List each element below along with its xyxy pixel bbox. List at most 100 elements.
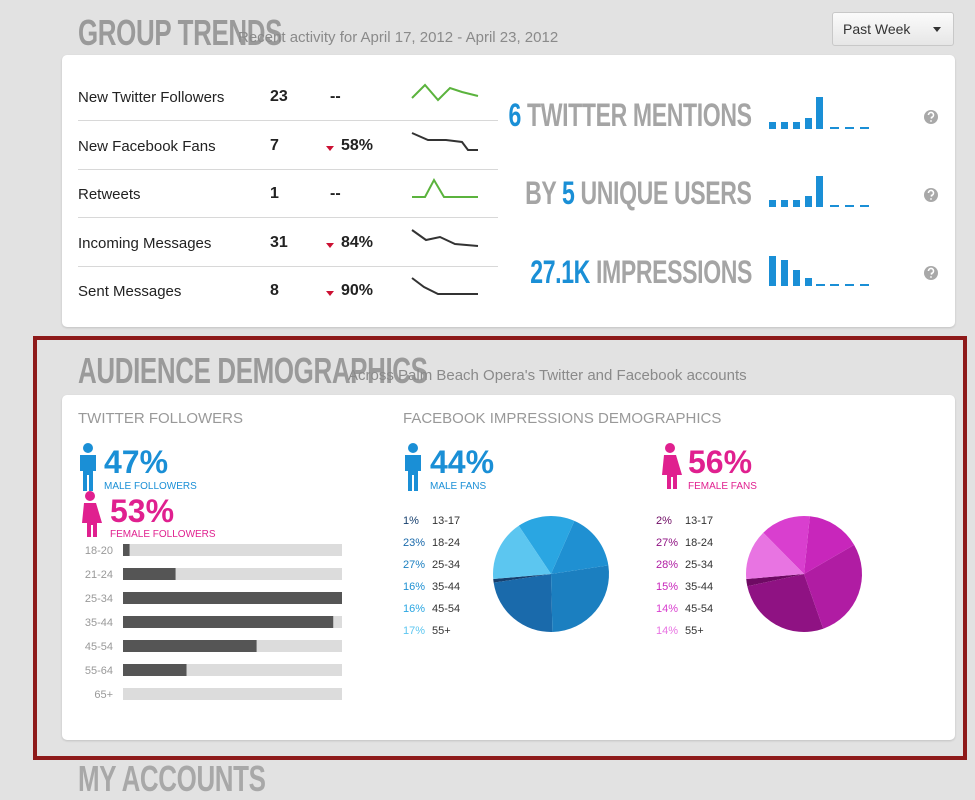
legend-value: 2%: [656, 515, 672, 527]
legend-value: 28%: [656, 559, 679, 571]
page: GROUP TRENDS Recent activity for April 1…: [33, 12, 967, 799]
dropdown-arrow[interactable]: [933, 27, 941, 32]
pie-slice: [804, 516, 855, 574]
share-label: FEMALE FOLLOWERS: [110, 529, 216, 540]
sparkline: [411, 132, 478, 151]
bar-track: [123, 688, 342, 700]
age-label: 25-34: [85, 593, 113, 605]
bar-track: [123, 568, 342, 580]
legend-value: 15%: [656, 581, 679, 593]
panel-heading: TWITTER FOLLOWERS: [78, 410, 243, 427]
legend-label: 13-17: [432, 515, 461, 527]
down-arrow: [326, 242, 334, 248]
row-separator: [78, 168, 498, 170]
metric: 6 TWITTER MENTIONS: [509, 97, 752, 134]
share: 44%: [430, 444, 495, 480]
share: 56%: [688, 444, 753, 480]
pie-slice: [804, 544, 862, 629]
legend-label: 55+: [685, 625, 704, 637]
row-value: 7: [270, 136, 279, 154]
help-icon[interactable]: [924, 110, 938, 124]
age-label: 45-54: [85, 641, 113, 653]
row-value: 31: [270, 233, 288, 251]
mini-bars: [769, 97, 869, 129]
bar: [123, 664, 187, 676]
share-label: FEMALE FANS: [688, 481, 757, 492]
legend-value: 14%: [656, 603, 679, 615]
row-value: 1: [270, 185, 279, 202]
section-subtitle: Recent activity for April 17, 2012 - Apr…: [238, 29, 559, 46]
pie-slice: [518, 515, 575, 574]
bar: [123, 544, 130, 556]
dropdown-label[interactable]: Past Week: [843, 21, 911, 37]
share-label: MALE FANS: [430, 481, 487, 492]
row-change: 84%: [341, 233, 374, 251]
row-change: --: [330, 88, 341, 105]
panel-heading: FACEBOOK IMPRESSIONS DEMOGRAPHICS: [403, 410, 722, 427]
row-value: 8: [270, 282, 279, 299]
legend-label: 25-34: [432, 559, 461, 571]
metric-label: UNIQUE USERS: [580, 175, 752, 211]
bar: [123, 640, 257, 652]
legend-label: 35-44: [432, 581, 461, 593]
legend-label: 25-34: [685, 559, 714, 571]
section-title: GROUP TRENDS: [78, 12, 283, 53]
pie-slice: [493, 525, 551, 580]
row-separator: [78, 120, 498, 121]
sparkline: [412, 177, 478, 198]
pie-slice: [746, 574, 804, 587]
metric: BY 5 UNIQUE USERS: [525, 175, 753, 212]
legend-label: 55+: [432, 625, 451, 637]
down-arrow: [326, 145, 334, 151]
metric-prefix: BY: [525, 175, 557, 211]
row-label: New Facebook Fans: [78, 137, 216, 155]
legend-value: 14%: [656, 625, 679, 637]
pie-slice: [747, 574, 824, 632]
pie-slice: [493, 574, 551, 583]
sparkline: [411, 229, 479, 247]
row-value: 23: [270, 88, 288, 105]
bar: [123, 568, 176, 580]
metric-value: 5: [562, 175, 575, 211]
help-icon[interactable]: [924, 188, 938, 202]
section-subtitle: Across Palm Beach Opera's Twitter and Fa…: [348, 367, 747, 384]
pie-slice: [746, 532, 804, 580]
sparkline: [411, 277, 478, 295]
legend-label: 45-54: [685, 603, 714, 615]
male-icon: [80, 443, 96, 491]
female-icon: [662, 443, 682, 489]
down-arrow: [326, 291, 334, 296]
age-label: 18-20: [85, 545, 113, 557]
row-label: Sent Messages: [78, 283, 182, 300]
metric-value: 6: [508, 97, 522, 133]
sparklines: [411, 83, 938, 295]
metric-label: TWITTER MENTIONS: [527, 97, 752, 133]
age-label: 35-44: [85, 617, 113, 629]
section-title: MY ACCOUNTS: [78, 758, 266, 799]
row-label: Retweets: [78, 186, 141, 203]
legend-value: 23%: [403, 537, 426, 549]
mini-bars: [769, 256, 869, 286]
legend-label: 35-44: [685, 581, 714, 593]
legend-label: 13-17: [685, 515, 714, 527]
row-change: --: [330, 185, 341, 202]
legend-value: 1%: [403, 515, 419, 527]
legend-value: 27%: [403, 559, 426, 571]
row-change: 58%: [341, 136, 374, 154]
metric: 27.1K IMPRESSIONS: [530, 254, 752, 291]
share: 47%: [104, 444, 169, 480]
row-label: Incoming Messages: [78, 234, 212, 252]
legend-value: 27%: [656, 537, 679, 549]
bar: [123, 616, 334, 628]
metric-label: IMPRESSIONS: [595, 254, 752, 290]
bar: [123, 592, 342, 604]
male-icon: [405, 443, 421, 491]
legend-label: 18-24: [432, 537, 461, 549]
legend-value: 17%: [403, 625, 426, 637]
mini-bars: [769, 176, 869, 207]
share-label: MALE FOLLOWERS: [104, 481, 197, 492]
row-separator: [78, 265, 498, 267]
age-label: 55-64: [85, 665, 113, 677]
period-dropdown[interactable]: Past Week: [832, 12, 954, 46]
help-icon[interactable]: [924, 266, 938, 280]
